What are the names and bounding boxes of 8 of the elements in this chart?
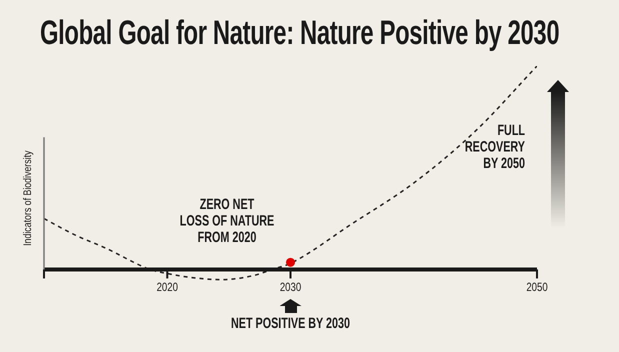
chart-title: Global Goal for Nature: Nature Positive by 2030 xyxy=(40,14,560,53)
y-axis-title: Indicators of Biodiversity xyxy=(22,150,34,246)
annotation: ZERO NET LOSS OF NATURE FROM 2020 xyxy=(180,195,274,246)
x-tick-label: 2030 xyxy=(280,280,302,294)
text: NET POSITIVE BY 2030 xyxy=(230,314,350,332)
x-tick-label: 2050 xyxy=(526,280,548,294)
x-tick-label: 2020 xyxy=(156,280,178,294)
annotation: FULL RECOVERY BY 2050 xyxy=(464,121,526,172)
